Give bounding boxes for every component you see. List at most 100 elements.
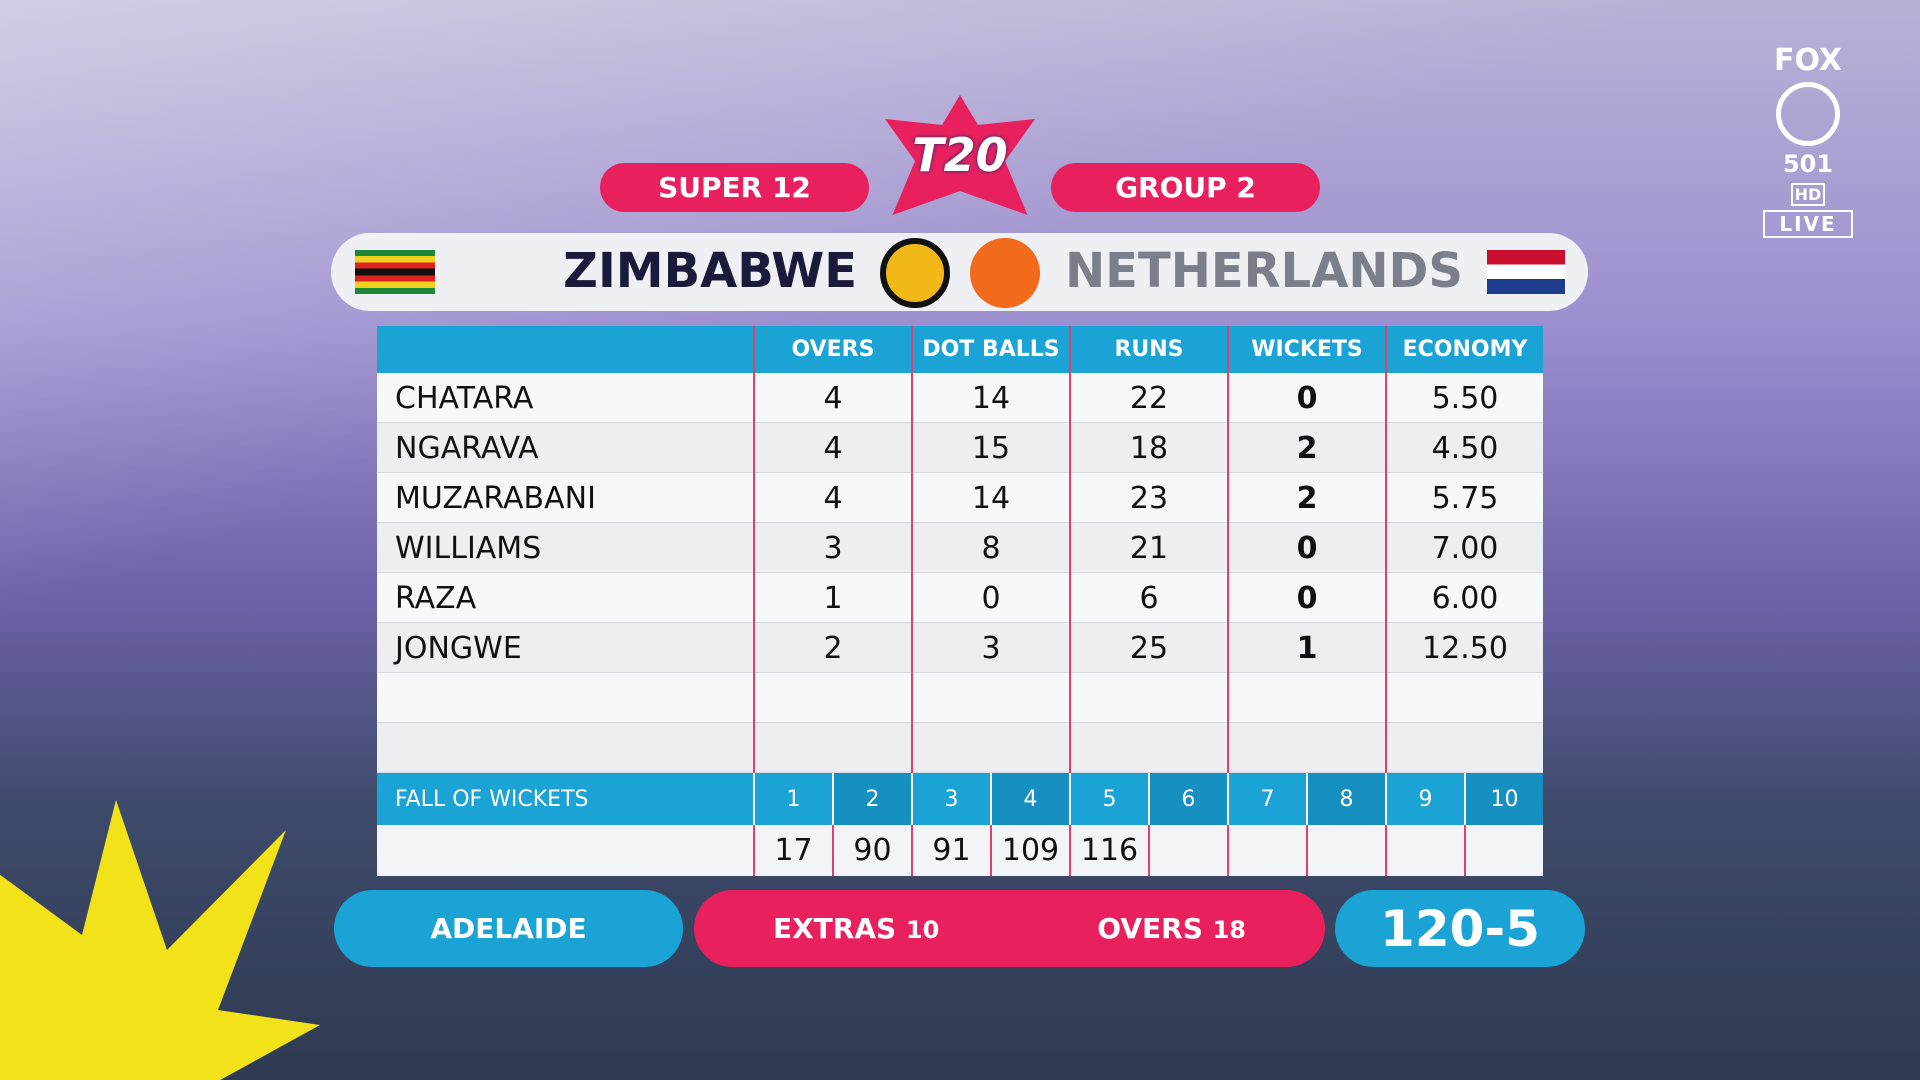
- stat-cell: 2: [1227, 473, 1385, 523]
- header-band: [377, 326, 1543, 373]
- fow-score: [1464, 825, 1543, 876]
- table-row: [377, 673, 1543, 723]
- fow-wicket: 5: [1069, 773, 1148, 825]
- stat-cell: 15: [911, 423, 1069, 473]
- stat-cell: 4: [753, 373, 911, 423]
- bowler-name: CHATARA: [395, 380, 534, 416]
- fow-score: [1227, 825, 1306, 876]
- bowler-name: [377, 673, 753, 723]
- channel-quality: HD: [1790, 183, 1826, 206]
- stat-cell: 3: [753, 523, 911, 573]
- venue: ADELAIDE: [334, 890, 683, 967]
- column-header: DOT BALLS: [911, 326, 1069, 373]
- zimbabwe-flag: [355, 250, 435, 294]
- stat-cell: [1227, 673, 1385, 723]
- table-row: [377, 573, 1543, 623]
- stat-cell: [753, 723, 911, 773]
- stat-cell: 0: [1227, 573, 1385, 623]
- overs: OVERS 18: [1097, 912, 1246, 945]
- extras-value: 10: [905, 916, 940, 944]
- table-row: [377, 373, 1543, 423]
- fow-wicket: 4: [990, 773, 1069, 825]
- fow-score: 91: [911, 825, 990, 876]
- stat-cell: 22: [1069, 373, 1227, 423]
- fow-score: 116: [1069, 825, 1148, 876]
- table-row: [377, 723, 1543, 773]
- fow-wicket: 2: [832, 773, 911, 825]
- fow-wicket: 7: [1227, 773, 1306, 825]
- stat-cell: 18: [1069, 423, 1227, 473]
- column-header: ECONOMY: [1385, 326, 1543, 373]
- bowler-name: WILLIAMS: [395, 530, 542, 566]
- fow-wicket: 1: [753, 773, 832, 825]
- team-home: ZIMBABWE: [563, 243, 857, 299]
- fow-score: 109: [990, 825, 1069, 876]
- logo: T20: [912, 128, 1008, 182]
- bowler-name: NGARAVA: [395, 430, 539, 466]
- stat-cell: 14: [911, 473, 1069, 523]
- stat-cell: 14: [911, 373, 1069, 423]
- stat-cell: 5.75: [1385, 473, 1543, 523]
- stat-cell: [1385, 673, 1543, 723]
- stat-cell: 12.50: [1385, 623, 1543, 673]
- stat-cell: 3: [911, 623, 1069, 673]
- team-bar: [331, 233, 1588, 311]
- fow-score: [1385, 825, 1464, 876]
- fow-score: 90: [832, 825, 911, 876]
- column-header: OVERS: [753, 326, 911, 373]
- stat-cell: [1069, 723, 1227, 773]
- stat-cell: 2: [1227, 423, 1385, 473]
- stat-cell: [911, 673, 1069, 723]
- column-header: RUNS: [1069, 326, 1227, 373]
- team-away: NETHERLANDS: [1065, 243, 1463, 299]
- stat-cell: 0: [911, 573, 1069, 623]
- fow-wicket: 3: [911, 773, 990, 825]
- stat-cell: 4: [753, 473, 911, 523]
- stat-cell: 2: [753, 623, 911, 673]
- channel-ball: [1776, 82, 1840, 146]
- table-row: [377, 523, 1543, 573]
- stat-cell: [1227, 723, 1385, 773]
- fow-score: [1306, 825, 1385, 876]
- stat-cell: 4.50: [1385, 423, 1543, 473]
- total-score: 120-5: [1335, 890, 1585, 967]
- bowler-name: MUZARABANI: [395, 480, 596, 516]
- column-header: WICKETS: [1227, 326, 1385, 373]
- stat-cell: [1385, 723, 1543, 773]
- channel-id: 501 HD: [1763, 150, 1853, 206]
- overs-value: 18: [1212, 916, 1247, 944]
- stat-cell: [911, 723, 1069, 773]
- stat-cell: 4: [753, 423, 911, 473]
- fow-score: 17: [753, 825, 832, 876]
- channel-number: 501: [1782, 150, 1834, 178]
- fow-score: [1148, 825, 1227, 876]
- home-badge: [880, 238, 950, 308]
- extras-label: EXTRAS: [772, 912, 897, 945]
- stat-cell: 7.00: [1385, 523, 1543, 573]
- table-row: [377, 473, 1543, 523]
- extras: EXTRAS 10: [773, 912, 939, 945]
- stat-cell: [753, 673, 911, 723]
- bowler-name: RAZA: [395, 580, 477, 616]
- stat-cell: 6.00: [1385, 573, 1543, 623]
- stat-cell: 8: [911, 523, 1069, 573]
- stat-cell: 6: [1069, 573, 1227, 623]
- stat-cell: 1: [1227, 623, 1385, 673]
- channel-status: LIVE: [1763, 210, 1853, 238]
- stat-cell: 0: [1227, 523, 1385, 573]
- stage-tag: SUPER 12: [600, 163, 869, 212]
- fow-wicket: 6: [1148, 773, 1227, 825]
- channel-brand: FOX: [1773, 43, 1843, 78]
- fow-wicket: 8: [1306, 773, 1385, 825]
- bowler-name: JONGWE: [395, 630, 522, 666]
- away-badge: [970, 238, 1040, 308]
- fow-wicket: 10: [1464, 773, 1543, 825]
- stat-cell: 5.50: [1385, 373, 1543, 423]
- extras-overs-bar: EXTRAS 10 OVERS 18: [694, 890, 1325, 967]
- stat-cell: [1069, 673, 1227, 723]
- netherlands-flag: [1487, 250, 1565, 294]
- table-row: [377, 623, 1543, 673]
- fow-wicket: 9: [1385, 773, 1464, 825]
- stat-cell: 21: [1069, 523, 1227, 573]
